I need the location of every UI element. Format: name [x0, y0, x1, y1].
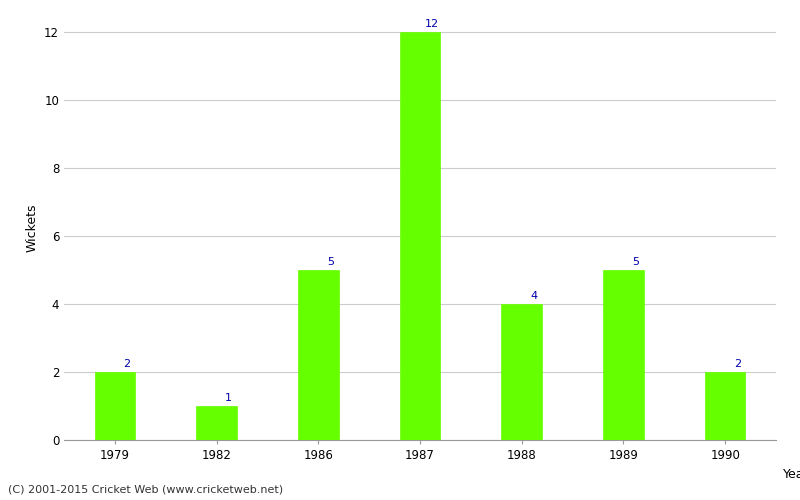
Bar [502, 304, 542, 440]
Text: (C) 2001-2015 Cricket Web (www.cricketweb.net): (C) 2001-2015 Cricket Web (www.cricketwe… [8, 485, 283, 495]
Text: Year: Year [783, 468, 800, 481]
Text: 2: 2 [734, 358, 741, 368]
Text: 1: 1 [226, 392, 232, 402]
Bar [705, 372, 746, 440]
Text: 5: 5 [327, 256, 334, 266]
Text: 4: 4 [530, 290, 538, 300]
Y-axis label: Wickets: Wickets [26, 203, 38, 252]
Text: 5: 5 [632, 256, 639, 266]
Text: 2: 2 [123, 358, 130, 368]
Bar [94, 372, 135, 440]
Bar [196, 406, 237, 440]
Bar [298, 270, 338, 440]
Bar [400, 32, 440, 440]
Text: 12: 12 [425, 18, 439, 28]
Bar [603, 270, 644, 440]
